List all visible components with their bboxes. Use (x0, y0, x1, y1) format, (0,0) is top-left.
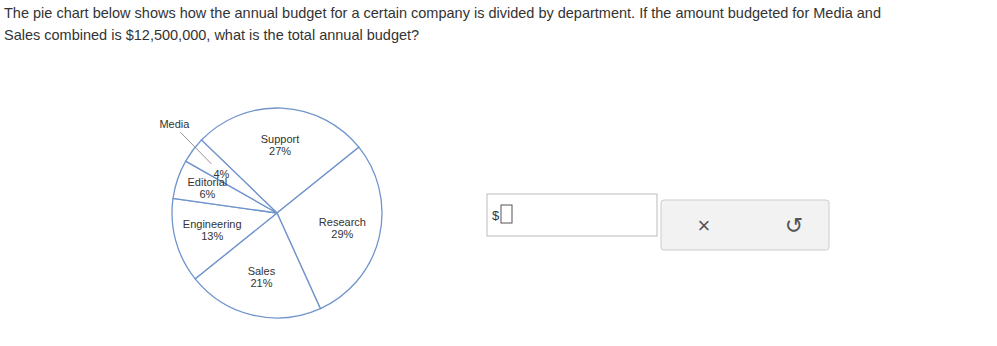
answer-input-box[interactable] (501, 205, 512, 223)
button-panel (661, 200, 829, 250)
button-0[interactable]: × (698, 213, 711, 238)
button-1[interactable]: ↺ (785, 213, 803, 238)
slice-value-label: 13% (201, 230, 223, 242)
slice-value-label: 4% (213, 168, 229, 180)
pie-labels: Support27% Research29% Sales21% Engineering… (159, 118, 365, 289)
slice-label: Sales (248, 265, 276, 277)
slice-label: Support (261, 133, 300, 145)
slice-label: Media (159, 118, 190, 130)
pie-slice (186, 140, 277, 213)
slice-value-label: 6% (199, 188, 215, 200)
slice-label: Engineering (183, 218, 242, 230)
slice-label: Research (319, 216, 366, 228)
slice-value-label: 27% (269, 145, 291, 157)
pie (172, 108, 382, 318)
pie-slice (173, 161, 277, 213)
answer-field[interactable] (487, 194, 657, 236)
leader-line (180, 132, 211, 164)
answer-prefix: $ (492, 208, 500, 223)
page: The pie chart below shows how the annual… (0, 0, 997, 346)
slice-value-label: 21% (250, 277, 272, 289)
question-text: The pie chart below shows how the annual… (4, 5, 881, 21)
slice-value-label: 29% (331, 228, 353, 240)
question-text: Sales combined is $12,500,000, what is t… (4, 27, 419, 43)
